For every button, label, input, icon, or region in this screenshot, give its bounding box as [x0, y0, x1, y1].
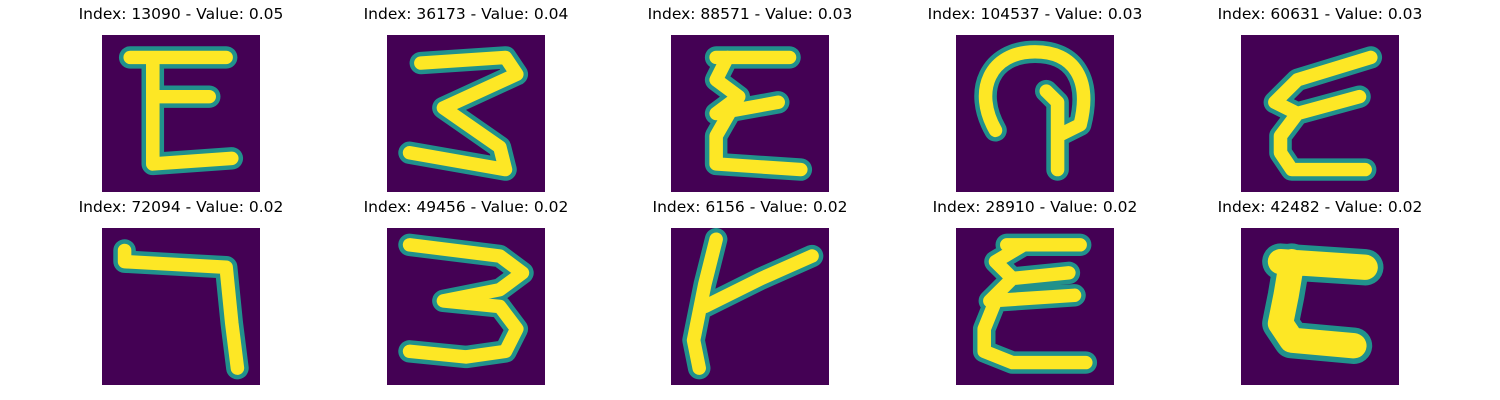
digit-image	[956, 35, 1114, 192]
panel-title: Index: 6156 - Value: 0.02	[652, 198, 848, 216]
panel-title: Index: 13090 - Value: 0.05	[78, 5, 284, 23]
digit-image	[387, 228, 545, 385]
panel-title: Index: 28910 - Value: 0.02	[932, 198, 1138, 216]
panel-title: Index: 104537 - Value: 0.03	[927, 5, 1143, 23]
digit-image	[671, 228, 829, 385]
panel-title: Index: 60631 - Value: 0.03	[1217, 5, 1423, 23]
digit-image	[671, 35, 829, 192]
panel-title: Index: 42482 - Value: 0.02	[1217, 198, 1423, 216]
digit-image	[1241, 35, 1399, 192]
panel-title: Index: 72094 - Value: 0.02	[78, 198, 284, 216]
digit-image	[387, 35, 545, 192]
digit-image	[956, 228, 1114, 385]
digit-image	[102, 35, 260, 192]
panel-title: Index: 88571 - Value: 0.03	[647, 5, 853, 23]
panel-title: Index: 49456 - Value: 0.02	[363, 198, 569, 216]
digit-image	[1241, 228, 1399, 385]
panel-title: Index: 36173 - Value: 0.04	[363, 5, 569, 23]
digit-image	[102, 228, 260, 385]
